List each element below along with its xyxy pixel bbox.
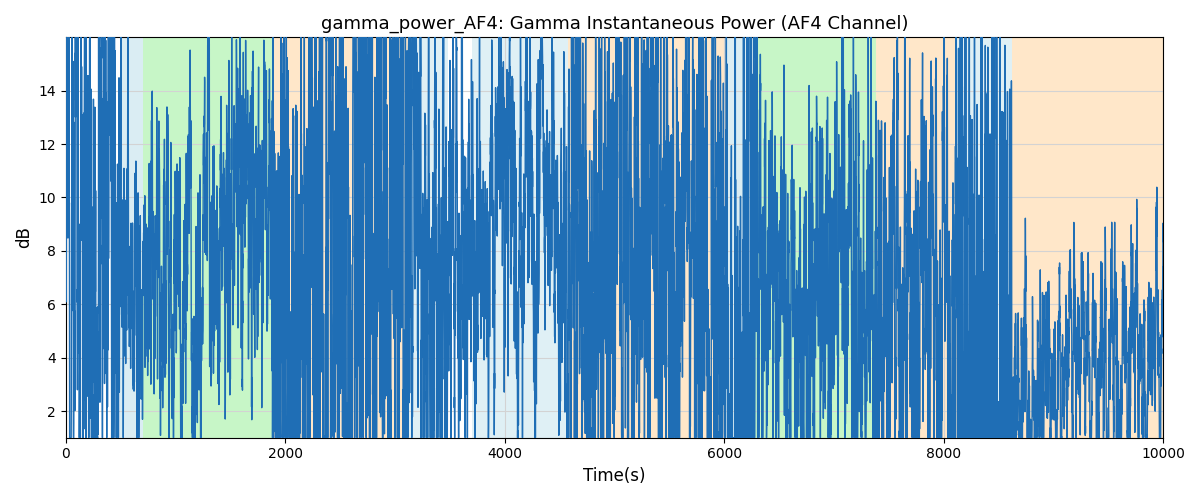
Bar bbox=[143, 38, 272, 438]
Bar bbox=[472, 38, 569, 438]
Bar bbox=[272, 38, 409, 438]
Title: gamma_power_AF4: Gamma Instantaneous Power (AF4 Channel): gamma_power_AF4: Gamma Instantaneous Pow… bbox=[320, 15, 908, 34]
Bar bbox=[876, 38, 956, 438]
Bar bbox=[409, 38, 448, 438]
X-axis label: Time(s): Time(s) bbox=[583, 467, 646, 485]
Bar bbox=[120, 38, 143, 438]
Bar bbox=[569, 38, 726, 438]
Bar bbox=[956, 38, 1012, 438]
Bar bbox=[726, 38, 754, 438]
Bar bbox=[1012, 38, 1163, 438]
Bar bbox=[754, 38, 876, 438]
Y-axis label: dB: dB bbox=[16, 226, 34, 248]
